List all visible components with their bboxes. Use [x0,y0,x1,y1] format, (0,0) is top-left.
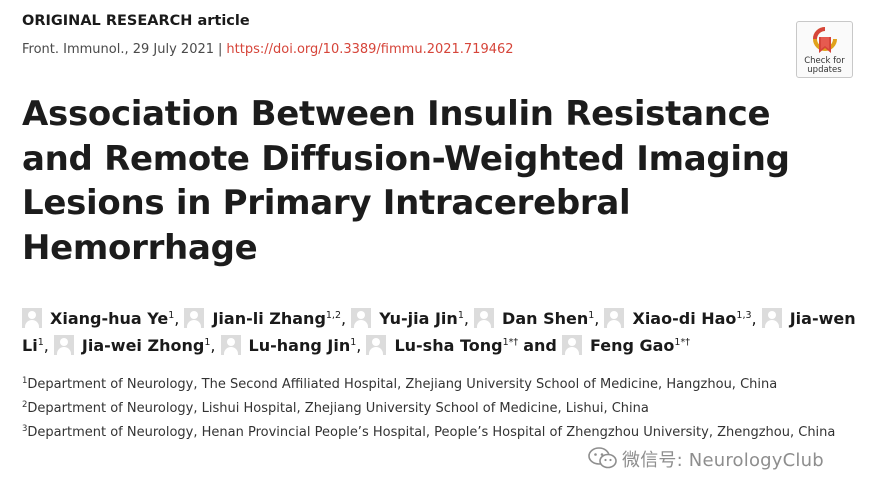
affiliation-item: 3Department of Neurology, Henan Provinci… [22,421,852,445]
author-separator: , [751,309,757,328]
badge-label: Check for updates [797,57,852,75]
affiliation-number: 3 [22,424,28,434]
affiliation-text: Department of Neurology, The Second Affi… [27,377,778,392]
author-name[interactable]: Yu-jia Jin [379,309,458,328]
affiliation-text: Department of Neurology, Lishui Hospital… [27,401,649,416]
citation-line: Front. Immunol., 29 July 2021 | https://do… [22,42,514,57]
check-for-updates-badge[interactable]: Check for updates [796,21,853,78]
author-item[interactable]: Lu-sha Tong1*† and [366,335,562,355]
badge-label-line2: updates [807,65,842,75]
author-affiliation-marker: 1 [350,337,357,348]
author-name[interactable]: Jian-li Zhang [212,309,326,328]
author-affiliation-marker: 1 [204,337,211,348]
affiliation-item: 2Department of Neurology, Lishui Hospita… [22,397,852,421]
author-separator: , [174,309,180,328]
author-name[interactable]: Feng Gao [589,336,675,355]
author-separator: , [210,336,216,355]
author-list: Xiang-hua Ye1, Jian-li Zhang1,2, Yu-jia … [22,305,858,359]
author-separator: , [356,336,362,355]
author-item[interactable]: Jian-li Zhang1,2, [184,308,351,328]
check-for-updates-icon [813,27,837,53]
author-separator: , [43,336,49,355]
author-name[interactable]: Dan Shen [502,309,589,328]
user-avatar-icon [22,308,42,328]
author-affiliation-marker: 1,2 [325,310,341,321]
watermark-text: 微信号: NeurologyClub [622,450,824,471]
user-avatar-icon [184,308,205,328]
wechat-icon [588,447,617,469]
author-separator: , [463,309,469,328]
author-item[interactable]: Dan Shen1, [474,308,604,328]
badge-label-line1: Check for [804,56,845,66]
author-affiliation-marker: 1 [168,310,175,321]
watermark: 微信号: NeurologyClub [588,446,824,472]
author-separator: , [341,309,347,328]
author-affiliation-marker: 1*† [674,337,690,348]
user-avatar-icon [604,308,625,328]
author-separator: , [594,309,600,328]
affiliation-item: 1Department of Neurology, The Second Aff… [22,373,852,397]
affiliation-number: 2 [22,400,28,410]
author-item[interactable]: Jia-wei Zhong1, [53,335,221,355]
article-title: Association Between Insulin Resistance a… [22,94,790,268]
journal-date: Front. Immunol., 29 July 2021 [22,42,215,57]
author-name[interactable]: Jia-wei Zhong [81,336,205,355]
user-avatar-icon [220,335,241,355]
author-affiliation-marker: 1 [588,310,595,321]
author-and: and [523,336,557,355]
author-name[interactable]: Jia-wen Li [22,309,856,355]
author-item[interactable]: Lu-hang Jin1, [220,335,367,355]
author-affiliation-marker: 1*† [502,337,519,348]
author-affiliation-marker: 1 [37,337,44,348]
author-affiliation-marker: 1 [457,310,464,321]
affiliation-number: 1 [22,376,28,386]
citation-separator: | [218,42,223,57]
author-item[interactable]: Xiao-di Hao1,3, [604,308,761,328]
user-avatar-icon [561,335,582,355]
doi-link[interactable]: https://doi.org/10.3389/fimmu.2021.71946… [226,42,514,57]
affiliations-list: 1Department of Neurology, The Second Aff… [22,373,852,445]
author-item[interactable]: Feng Gao1*† [561,335,690,355]
author-item[interactable]: Xiang-hua Ye1, [22,308,184,328]
user-avatar-icon [474,308,495,328]
author-name[interactable]: Lu-sha Tong [394,336,503,355]
article-type: ORIGINAL RESEARCH article [22,13,250,29]
user-avatar-icon [53,335,74,355]
author-affiliation-marker: 1,3 [736,310,752,321]
author-name[interactable]: Lu-hang Jin [248,336,351,355]
affiliation-text: Department of Neurology, Henan Provincia… [27,425,836,440]
author-item[interactable]: Yu-jia Jin1, [351,308,474,328]
author-name[interactable]: Xiang-hua Ye [50,309,169,328]
author-item[interactable]: Jia-wen Li1, [22,308,856,355]
author-name[interactable]: Xiao-di Hao [632,309,737,328]
user-avatar-icon [351,308,372,328]
user-avatar-icon [761,308,782,328]
user-avatar-icon [366,335,387,355]
